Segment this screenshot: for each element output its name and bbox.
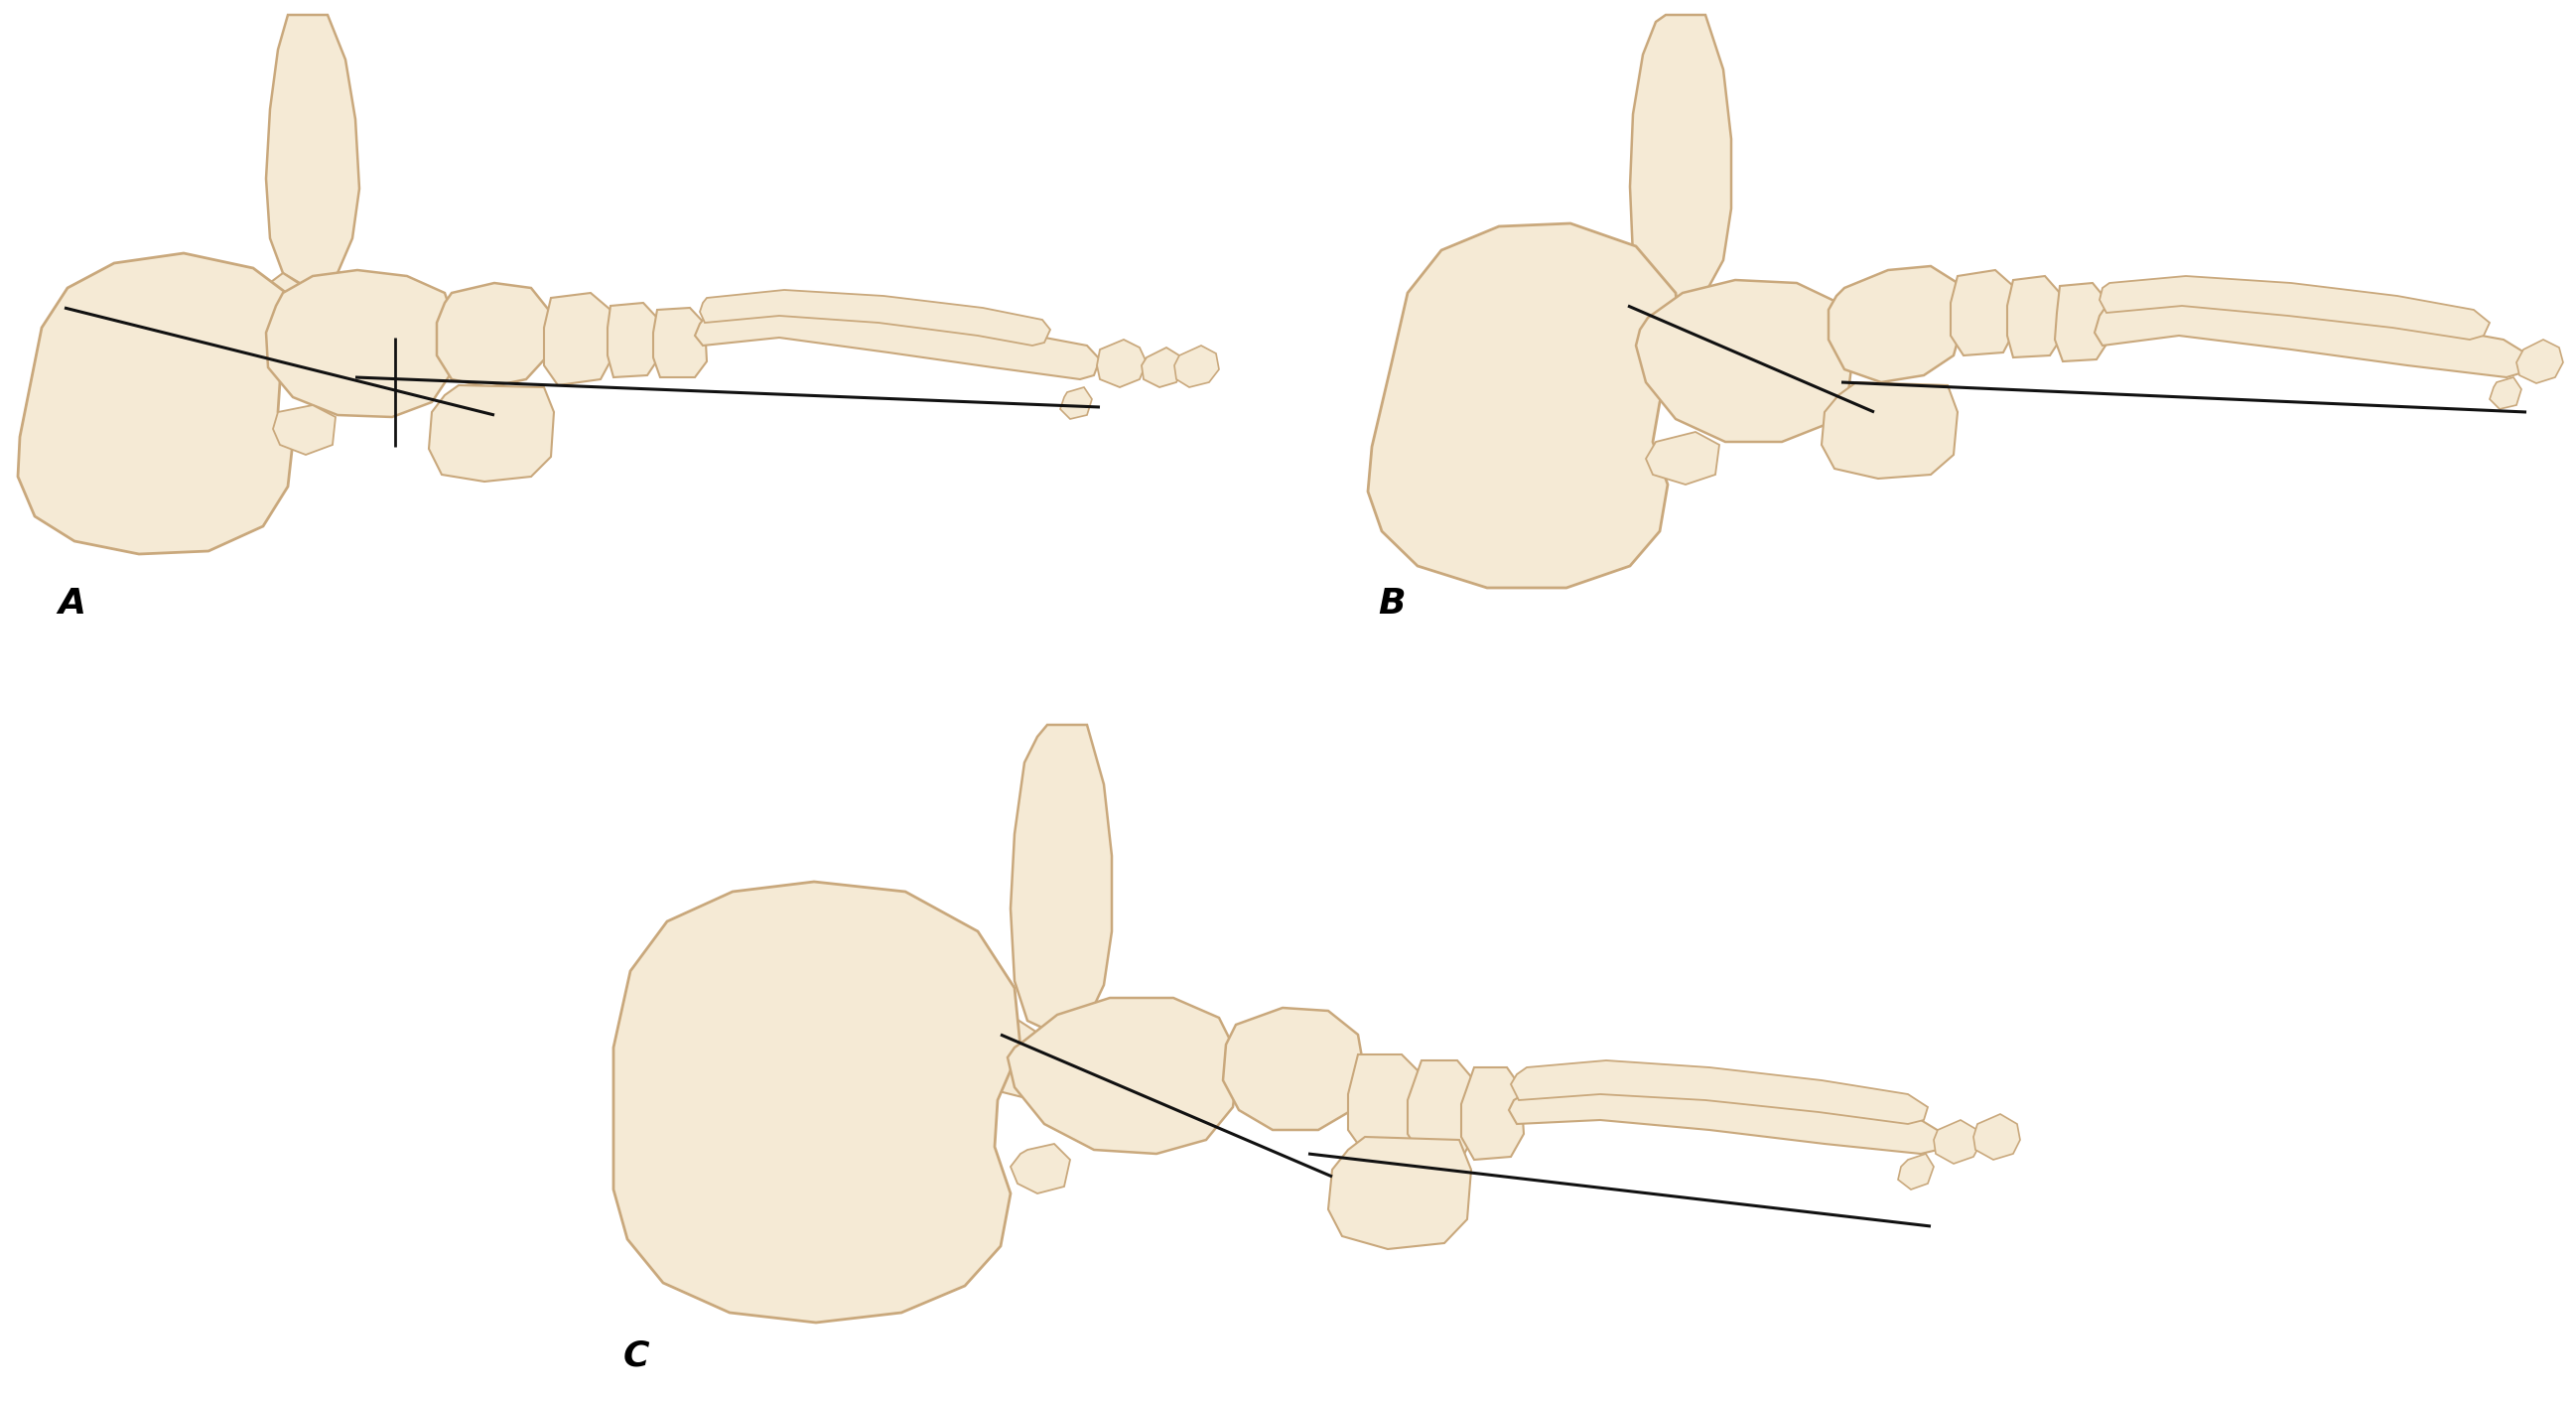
Polygon shape	[1406, 1061, 1476, 1157]
Polygon shape	[1061, 387, 1092, 419]
Text: C: C	[623, 1338, 649, 1372]
Polygon shape	[1512, 1061, 1927, 1124]
Polygon shape	[1329, 1136, 1471, 1250]
Polygon shape	[654, 308, 706, 377]
Polygon shape	[1224, 1007, 1365, 1131]
Polygon shape	[2099, 276, 2488, 339]
Polygon shape	[984, 1017, 1051, 1097]
Polygon shape	[1631, 15, 1731, 305]
Polygon shape	[265, 15, 358, 289]
Polygon shape	[1141, 347, 1182, 387]
Polygon shape	[1646, 432, 1718, 485]
Polygon shape	[265, 270, 456, 417]
Polygon shape	[1010, 1143, 1069, 1194]
Polygon shape	[2056, 283, 2110, 361]
Polygon shape	[613, 881, 1020, 1323]
Polygon shape	[2517, 339, 2563, 384]
Polygon shape	[18, 254, 299, 553]
Polygon shape	[608, 303, 659, 377]
Polygon shape	[1950, 270, 2014, 356]
Polygon shape	[1461, 1068, 1525, 1160]
Polygon shape	[544, 293, 613, 385]
Polygon shape	[1347, 1055, 1425, 1154]
Text: B: B	[1378, 587, 1404, 621]
Text: A: A	[57, 587, 85, 621]
Polygon shape	[1097, 339, 1146, 387]
Polygon shape	[1935, 1119, 1981, 1164]
Polygon shape	[255, 273, 317, 347]
Polygon shape	[438, 283, 551, 387]
Polygon shape	[2007, 276, 2063, 357]
Polygon shape	[1829, 266, 1963, 382]
Polygon shape	[1175, 346, 1218, 387]
Polygon shape	[1510, 1087, 1945, 1154]
Polygon shape	[2094, 296, 2530, 377]
Polygon shape	[2488, 377, 2522, 409]
Polygon shape	[1010, 724, 1113, 1034]
Polygon shape	[1899, 1154, 1935, 1189]
Polygon shape	[696, 308, 1100, 380]
Polygon shape	[273, 405, 335, 455]
Polygon shape	[701, 290, 1051, 346]
Polygon shape	[1821, 382, 1958, 479]
Polygon shape	[1973, 1114, 2020, 1160]
Polygon shape	[1607, 296, 1667, 370]
Polygon shape	[1636, 280, 1855, 441]
Polygon shape	[1007, 998, 1239, 1154]
Polygon shape	[428, 385, 554, 482]
Polygon shape	[1368, 223, 1682, 588]
